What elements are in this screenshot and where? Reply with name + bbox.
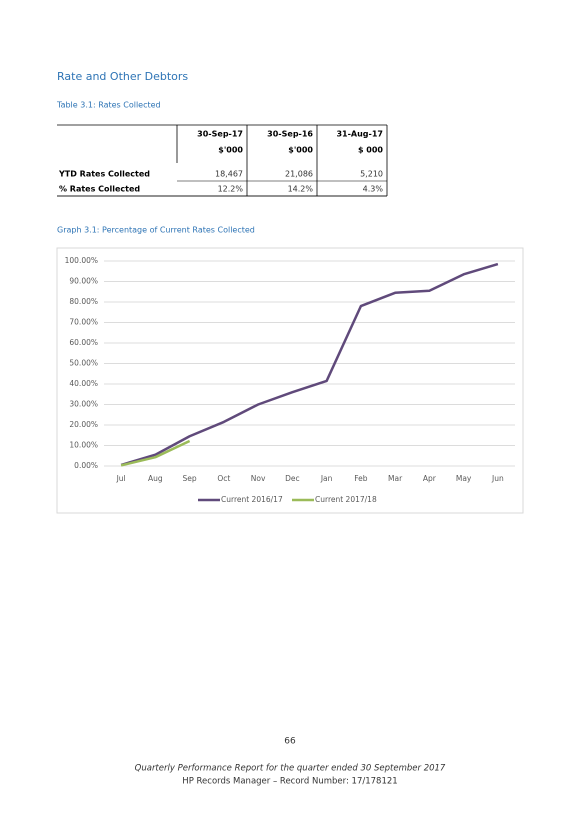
graph-caption: Graph 3.1: Percentage of Current Rates C…: [57, 226, 255, 235]
column-unit: $'000: [288, 146, 313, 155]
cell: 14.2%: [288, 185, 314, 194]
legend-label: Current 2016/17: [221, 495, 283, 504]
cell: 12.2%: [218, 185, 244, 194]
footer-line: HP Records Manager – Record Number: 17/1…: [182, 777, 397, 787]
cell: 4.3%: [363, 185, 384, 194]
cell: 18,467: [215, 170, 243, 179]
x-tick-label: Jun: [491, 474, 504, 483]
row-label: % Rates Collected: [59, 185, 140, 194]
y-tick-label: 90.00%: [69, 277, 98, 286]
column-unit: $ 000: [358, 146, 383, 155]
column-header: 30-Sep-16: [267, 130, 313, 139]
y-tick-label: 10.00%: [69, 441, 98, 450]
page-number: 66: [284, 737, 296, 747]
footer-line: Quarterly Performance Report for the qua…: [135, 764, 446, 774]
y-tick-label: 0.00%: [74, 461, 98, 470]
column-header: 30-Sep-17: [197, 130, 243, 139]
x-tick-label: Jul: [116, 474, 126, 483]
chart-frame: [56, 247, 524, 514]
x-tick-label: Dec: [285, 474, 300, 483]
x-tick-label: Aug: [148, 474, 163, 483]
table-caption: Table 3.1: Rates Collected: [56, 101, 161, 110]
x-tick-label: Oct: [217, 474, 230, 483]
x-tick-label: Jan: [320, 474, 333, 483]
legend-label: Current 2017/18: [315, 495, 377, 504]
x-tick-label: Feb: [354, 474, 368, 483]
y-tick-label: 40.00%: [69, 379, 98, 388]
y-tick-label: 70.00%: [69, 318, 98, 327]
x-tick-label: Mar: [388, 474, 403, 483]
x-tick-label: Nov: [251, 474, 266, 483]
cell: 21,086: [285, 170, 313, 179]
x-tick-label: Apr: [423, 474, 437, 483]
cell: 5,210: [360, 170, 383, 179]
heading: Rate and Other Debtors: [57, 70, 188, 83]
y-tick-label: 80.00%: [69, 297, 98, 306]
y-tick-label: 20.00%: [69, 420, 98, 429]
y-tick-label: 30.00%: [69, 400, 98, 409]
column-header: 31-Aug-17: [336, 130, 383, 139]
x-tick-label: May: [456, 474, 472, 483]
line-series: [120, 439, 191, 467]
row-label: YTD Rates Collected: [58, 170, 150, 179]
x-tick-label: Sep: [183, 474, 197, 483]
y-tick-label: 100.00%: [65, 256, 98, 265]
y-tick-label: 50.00%: [69, 359, 98, 368]
y-tick-label: 60.00%: [69, 338, 98, 347]
column-unit: $'000: [218, 146, 243, 155]
line-series: [120, 262, 499, 467]
